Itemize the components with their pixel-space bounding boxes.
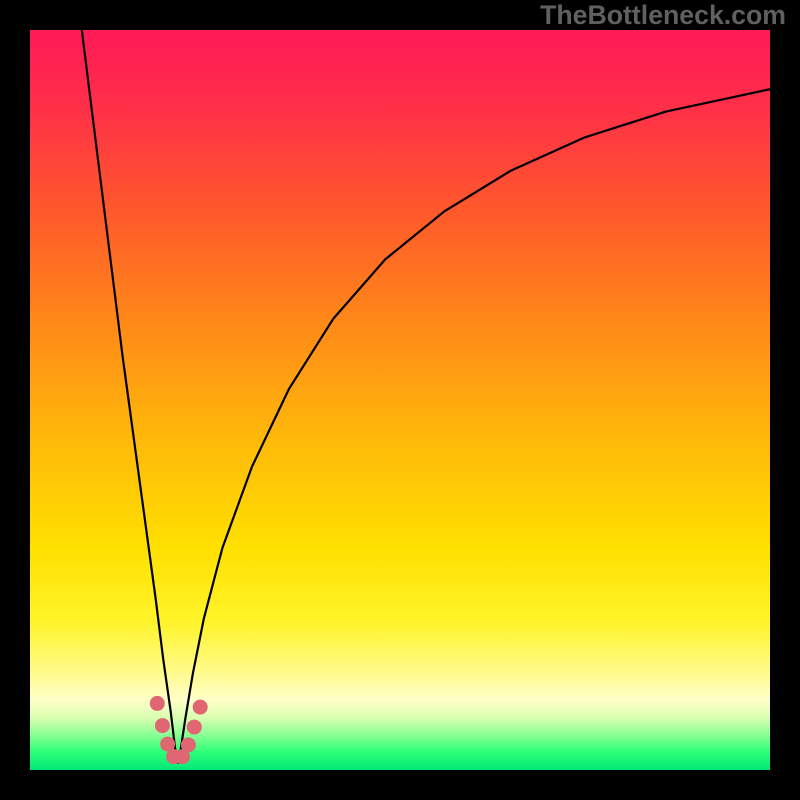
plot-area	[30, 30, 770, 770]
data-marker	[193, 700, 207, 714]
watermark-text: TheBottleneck.com	[540, 0, 786, 31]
data-marker	[181, 738, 195, 752]
data-marker	[187, 720, 201, 734]
data-marker	[161, 737, 175, 751]
data-marker	[150, 696, 164, 710]
gradient-background	[30, 30, 770, 770]
chart-frame: TheBottleneck.com	[0, 0, 800, 800]
data-marker	[155, 719, 169, 733]
plot-svg	[30, 30, 770, 770]
